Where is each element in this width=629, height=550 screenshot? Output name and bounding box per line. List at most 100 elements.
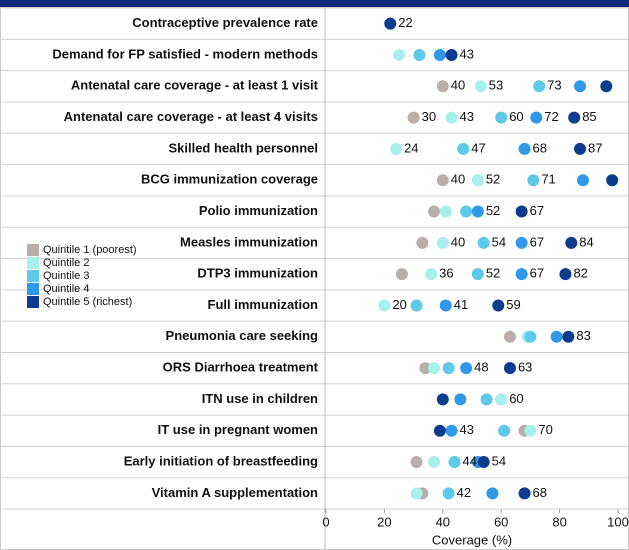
data-label: 40 xyxy=(451,78,465,93)
dot xyxy=(407,111,420,124)
data-label: 52 xyxy=(486,266,500,281)
dot xyxy=(503,330,516,343)
dot xyxy=(384,17,397,30)
dot xyxy=(445,48,458,61)
data-label: 47 xyxy=(471,140,485,155)
dot xyxy=(442,487,455,500)
data-label: 40 xyxy=(451,234,465,249)
data-label: 84 xyxy=(579,234,593,249)
data-label: 48 xyxy=(474,360,488,375)
category-label: ITN use in children xyxy=(202,391,318,406)
dot xyxy=(436,80,449,93)
data-label: 68 xyxy=(533,140,547,155)
dot xyxy=(433,48,446,61)
data-label: 71 xyxy=(541,172,555,187)
dot xyxy=(428,456,441,469)
data-label: 42 xyxy=(457,485,471,500)
dot xyxy=(515,205,528,218)
data-label: 87 xyxy=(588,140,602,155)
x-tick-label: 0 xyxy=(322,514,329,529)
dot xyxy=(460,362,473,375)
legend-label: Quintile 3 xyxy=(43,270,89,282)
dot xyxy=(606,174,619,187)
category-label: ORS Diarrhoea treatment xyxy=(163,360,319,375)
dot xyxy=(439,205,452,218)
dot xyxy=(576,174,589,187)
header-bar xyxy=(0,0,629,7)
dot xyxy=(486,487,499,500)
dot xyxy=(480,393,493,406)
data-label: 43 xyxy=(460,46,474,61)
data-label: 67 xyxy=(530,203,544,218)
dot xyxy=(574,80,587,93)
data-label: 53 xyxy=(489,78,503,93)
data-label: 44 xyxy=(462,453,476,468)
dot xyxy=(527,174,540,187)
data-label: 72 xyxy=(544,109,558,124)
dot xyxy=(433,424,446,437)
data-label: 43 xyxy=(460,422,474,437)
data-label: 68 xyxy=(533,485,547,500)
dot xyxy=(477,236,490,249)
dot xyxy=(477,456,490,469)
dot xyxy=(574,142,587,155)
dot xyxy=(390,142,403,155)
dot xyxy=(410,487,423,500)
data-label: 67 xyxy=(530,266,544,281)
dot xyxy=(471,268,484,281)
data-label: 24 xyxy=(404,140,418,155)
dot xyxy=(454,393,467,406)
data-label: 52 xyxy=(486,203,500,218)
dot xyxy=(413,48,426,61)
dot xyxy=(524,330,537,343)
dot xyxy=(600,80,613,93)
dot xyxy=(436,393,449,406)
dot xyxy=(533,80,546,93)
dot xyxy=(436,174,449,187)
category-label: Antenatal care coverage - at least 1 vis… xyxy=(71,78,319,93)
dot xyxy=(471,174,484,187)
data-label: 52 xyxy=(486,172,500,187)
data-label: 83 xyxy=(576,328,590,343)
category-label: Contraceptive prevalence rate xyxy=(132,15,318,30)
legend-swatch xyxy=(27,244,39,256)
dot xyxy=(436,236,449,249)
data-label: 82 xyxy=(573,266,587,281)
dot xyxy=(419,362,432,375)
dot xyxy=(393,48,405,61)
data-label: 60 xyxy=(509,391,523,406)
dot xyxy=(518,487,531,500)
dot xyxy=(471,205,484,218)
data-label: 41 xyxy=(454,297,468,312)
category-label: Demand for FP satisfied - modern methods xyxy=(52,46,318,61)
data-label: 85 xyxy=(582,109,596,124)
data-label: 22 xyxy=(398,15,412,30)
legend-swatch xyxy=(27,283,39,295)
dot xyxy=(457,142,470,155)
category-label: Early initiation of breastfeeding xyxy=(124,453,318,468)
legend-label: Quintile 2 xyxy=(43,257,89,269)
legend-swatch xyxy=(27,296,39,308)
dot xyxy=(562,330,575,343)
dot xyxy=(448,456,461,469)
data-label: 54 xyxy=(492,234,506,249)
x-axis-title: Coverage (%) xyxy=(432,532,512,547)
data-label: 43 xyxy=(460,109,474,124)
x-tick-label: 80 xyxy=(552,514,566,529)
dot xyxy=(460,205,473,218)
dot xyxy=(518,142,531,155)
category-label: Pneumonia care seeking xyxy=(166,328,319,343)
data-label: 59 xyxy=(506,297,520,312)
dot xyxy=(442,362,455,375)
category-label: IT use in pregnant women xyxy=(158,422,318,437)
dot xyxy=(503,362,516,375)
dot xyxy=(416,236,429,249)
dot xyxy=(445,424,458,437)
legend-label: Quintile 5 (richest) xyxy=(43,296,132,308)
dot xyxy=(524,424,537,437)
dot xyxy=(428,205,441,218)
data-label: 63 xyxy=(518,360,532,375)
data-label: 40 xyxy=(451,172,465,187)
legend-swatch xyxy=(27,270,39,282)
